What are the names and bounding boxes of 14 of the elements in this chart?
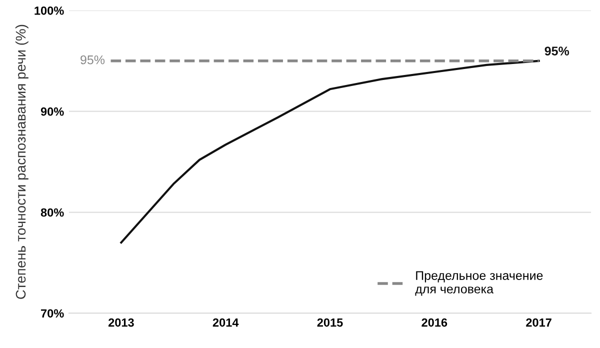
line-series bbox=[120, 60, 540, 244]
annotation: 95% bbox=[544, 46, 570, 56]
y-tick-label: 100% bbox=[34, 6, 64, 15]
x-tick-label: 2013 bbox=[108, 318, 134, 327]
y-tick-label: 90% bbox=[40, 107, 64, 116]
x-tick-label: 2014 bbox=[212, 318, 239, 327]
y-tick-label: 70% bbox=[41, 309, 64, 318]
y-axis-title: Степень точности распознавания речи (%) bbox=[15, 24, 28, 299]
x-tick-label: 2015 bbox=[317, 318, 343, 327]
annotation: 95% bbox=[80, 55, 105, 64]
x-tick-label: 2016 bbox=[422, 318, 448, 327]
y-tick-label: 80% bbox=[40, 208, 64, 217]
x-tick-label: 2017 bbox=[526, 318, 552, 327]
legend-label: Предельное значение для человека bbox=[415, 271, 543, 296]
